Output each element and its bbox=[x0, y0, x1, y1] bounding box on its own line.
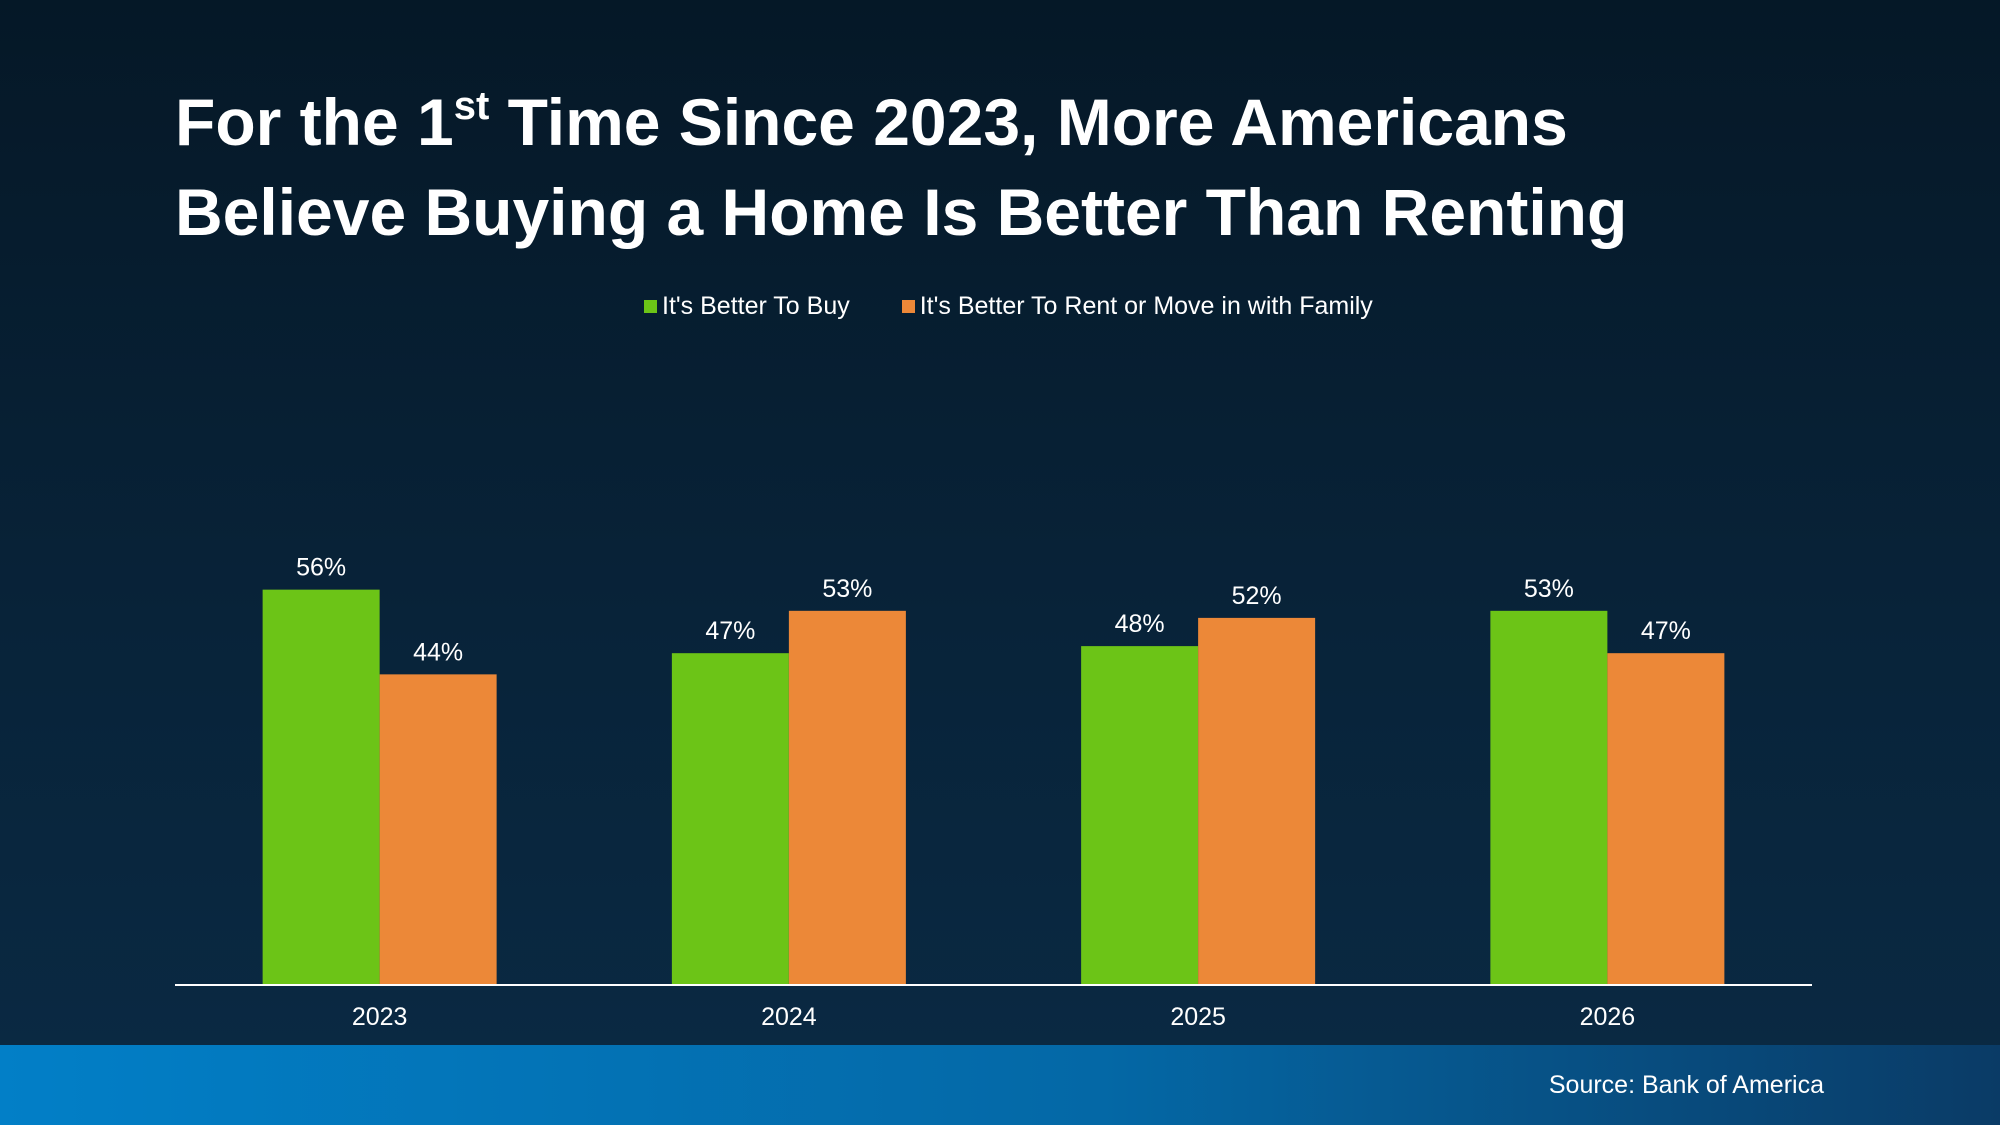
title-line-1-suffix: Time Since 2023, More Americans bbox=[489, 85, 1568, 159]
bar-buy-2026 bbox=[1490, 610, 1608, 985]
x-tick-label-2026: 2026 bbox=[1580, 1003, 1636, 1031]
legend-item-rent: It's Better To Rent or Move in with Fami… bbox=[901, 292, 1373, 321]
legend-swatch-buy bbox=[644, 300, 657, 313]
bar-buy-2023 bbox=[262, 589, 380, 985]
legend-item-buy: It's Better To Buy bbox=[644, 292, 850, 321]
title-line-2: Believe Buying a Home Is Better Than Ren… bbox=[175, 175, 1628, 249]
x-tick-label-2024: 2024 bbox=[761, 1003, 817, 1031]
x-tick-label-2025: 2025 bbox=[1170, 1003, 1226, 1031]
bar-rent-2025 bbox=[1198, 617, 1316, 985]
bar-rent-2026 bbox=[1607, 653, 1725, 985]
data-label-buy-2026: 53% bbox=[1524, 575, 1574, 603]
data-label-rent-2026: 47% bbox=[1641, 617, 1691, 645]
data-label-rent-2025: 52% bbox=[1232, 582, 1282, 610]
legend-swatch-rent bbox=[901, 300, 915, 313]
title-line-1-prefix: For the 1 bbox=[175, 85, 454, 159]
legend: It's Better To Buy It's Better To Rent o… bbox=[644, 292, 1425, 321]
title-ordinal-suffix: st bbox=[453, 84, 490, 128]
bar-chart: 56% 44% 2023 47% 53% 2024 48% 52% 2025 53% 47% 2026 bbox=[262, 554, 1725, 1031]
source-note: Source: Bank of America bbox=[1548, 1071, 1824, 1099]
title-line-1: For the 1st Time Since 2023, More Americ… bbox=[175, 82, 1875, 172]
legend-label-rent: It's Better To Rent or Move in with Fami… bbox=[919, 292, 1373, 320]
footer-bar: Source: Bank of America bbox=[0, 1045, 2000, 1125]
data-label-buy-2024: 47% bbox=[705, 617, 755, 645]
bar-rent-2024 bbox=[788, 610, 906, 985]
bar-rent-2023 bbox=[379, 674, 497, 985]
bar-buy-2024 bbox=[671, 653, 789, 985]
data-label-rent-2023: 44% bbox=[413, 638, 463, 666]
legend-label-buy: It's Better To Buy bbox=[662, 292, 850, 320]
chart-title: For the 1st Time Since 2023, More Americ… bbox=[175, 82, 1875, 252]
data-label-buy-2023: 56% bbox=[296, 554, 346, 582]
x-tick-label-2023: 2023 bbox=[352, 1003, 408, 1031]
bar-buy-2025 bbox=[1081, 646, 1199, 985]
data-label-buy-2025: 48% bbox=[1115, 610, 1165, 638]
data-label-rent-2024: 53% bbox=[822, 575, 872, 603]
